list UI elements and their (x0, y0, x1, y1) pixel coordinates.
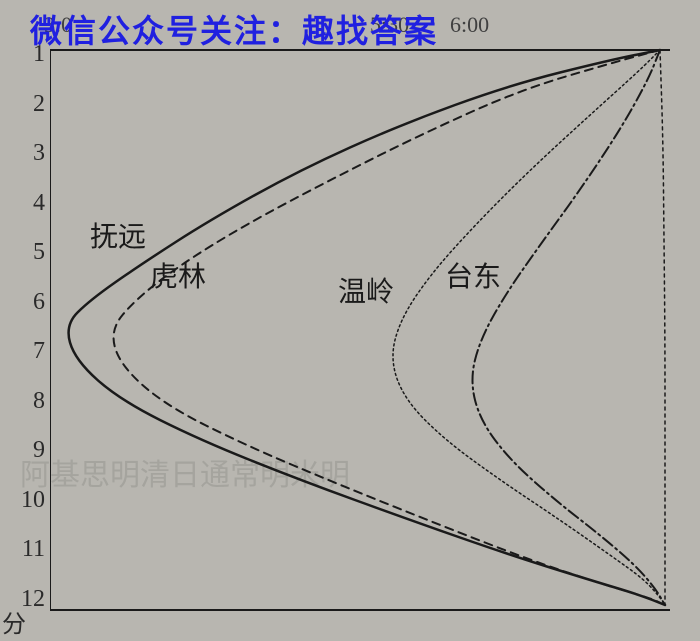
y-tick-6: 6 (15, 289, 45, 316)
y-tick-5: 5 (15, 239, 45, 266)
series-label-虎林: 虎林 (150, 255, 206, 295)
series-label-台东: 台东 (445, 255, 501, 295)
series-label-抚远: 抚远 (90, 215, 146, 255)
corner-unit-label: 分 (2, 604, 26, 639)
y-tick-2: 2 (15, 91, 45, 118)
y-tick-7: 7 (15, 338, 45, 365)
y-tick-8: 8 (15, 388, 45, 415)
y-tick-4: 4 (15, 190, 45, 217)
y-tick-10: 10 (15, 487, 45, 514)
series-label-温岭: 温岭 (338, 270, 394, 310)
chart-area: 123456789101112 3:0 5:30 6:00 抚远虎林温岭台东 (50, 40, 670, 620)
plot-svg (50, 40, 670, 620)
x-tick-2: 6:00 (450, 12, 489, 38)
watermark-text: 微信公众号关注：趣找答案 (30, 6, 438, 52)
y-tick-3: 3 (15, 140, 45, 167)
y-tick-11: 11 (15, 536, 45, 563)
y-tick-9: 9 (15, 437, 45, 464)
